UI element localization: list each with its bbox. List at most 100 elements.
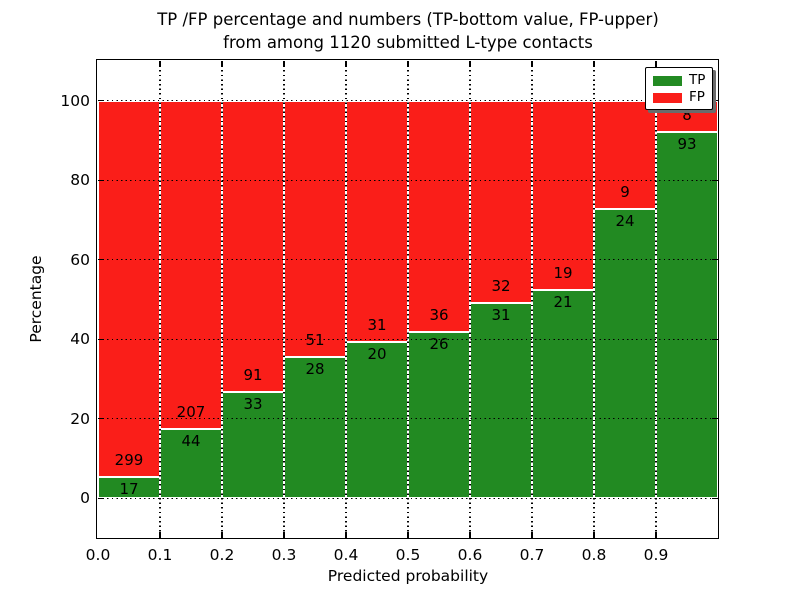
tick-mark-y-left — [98, 100, 104, 102]
x-tick-label: 0.1 — [147, 546, 173, 564]
tick-mark-x-bottom — [593, 532, 595, 538]
bar-count-label-fp: 36 — [429, 305, 449, 324]
legend-swatch-tp — [653, 75, 682, 86]
gridline-vertical — [407, 61, 409, 538]
bar-count-label-tp: 44 — [181, 431, 201, 450]
tick-mark-y-right — [712, 497, 718, 499]
tick-mark-x-top — [345, 61, 347, 67]
x-tick-label: 0.8 — [581, 546, 607, 564]
x-tick-label: 0.5 — [395, 546, 421, 564]
x-tick-label: 0.2 — [209, 546, 235, 564]
bar-segment-tp — [160, 428, 222, 499]
bar-segment-fp — [470, 100, 532, 303]
tick-mark-y-right — [712, 100, 718, 102]
bar-segment-fp — [346, 100, 408, 343]
x-tick-label: 0.4 — [333, 546, 359, 564]
gridline-horizontal — [98, 259, 718, 261]
chart-title: TP /FP percentage and numbers (TP-bottom… — [98, 8, 718, 54]
chart-title-line2: from among 1120 submitted L-type contact… — [223, 33, 593, 52]
tick-mark-y-right — [712, 179, 718, 181]
bar-segment-fp — [594, 100, 656, 210]
gridline-horizontal — [98, 179, 718, 181]
tick-mark-x-top — [283, 61, 285, 67]
bar-count-label-tp: 28 — [305, 360, 325, 379]
gridline-vertical — [593, 61, 595, 538]
plot-area: 299 17 207 44 91 33 51 28 31 20 36 26 32 31 19 21 9 24 8 93 — [98, 61, 718, 538]
bar-segment-fp — [532, 100, 594, 290]
chart-title-line1: TP /FP percentage and numbers (TP-bottom… — [157, 10, 659, 29]
gridline-vertical — [531, 61, 533, 538]
gridline-vertical — [469, 61, 471, 538]
bar-count-label-tp: 17 — [119, 479, 139, 498]
bar-segment-fp — [284, 100, 346, 358]
bar-count-label-fp: 299 — [114, 450, 144, 469]
gridline-vertical — [283, 61, 285, 538]
bar-segment-fp — [98, 100, 160, 477]
bar-count-label-fp: 31 — [367, 316, 387, 335]
x-tick-label: 0.3 — [271, 546, 297, 564]
bar-segment-fp — [160, 100, 222, 429]
y-tick-label: 0 — [80, 489, 90, 508]
x-axis-label: Predicted probability — [327, 567, 489, 585]
tick-mark-y-left — [98, 259, 104, 261]
gridline-horizontal — [98, 497, 718, 499]
bar-count-label-fp: 8 — [682, 106, 692, 125]
y-tick-label: 40 — [70, 330, 90, 349]
bar-count-label-fp: 32 — [491, 276, 511, 295]
tick-mark-x-top — [407, 61, 409, 67]
bar-count-label-tp: 31 — [491, 305, 511, 324]
bar-count-label-tp: 33 — [243, 395, 263, 414]
gridline-vertical — [655, 61, 657, 538]
legend: TP FP — [645, 67, 713, 110]
tick-mark-y-right — [712, 418, 718, 420]
tick-mark-x-top — [593, 61, 595, 67]
tick-mark-y-left — [98, 497, 104, 499]
tick-mark-x-bottom — [655, 532, 657, 538]
gridline-horizontal — [98, 100, 718, 102]
bar-count-label-fp: 9 — [620, 183, 630, 202]
bar-count-label-tp: 93 — [677, 135, 697, 154]
bar-segment-tp — [346, 342, 408, 499]
bar-segment-fp — [408, 100, 470, 332]
legend-item-tp: TP — [646, 72, 712, 89]
bar-count-label-fp: 91 — [243, 366, 263, 385]
bar-count-label-tp: 20 — [367, 345, 387, 364]
bar-count-label-tp: 24 — [615, 212, 635, 231]
tick-mark-x-top — [159, 61, 161, 67]
tick-mark-x-bottom — [221, 532, 223, 538]
legend-label-fp: FP — [689, 89, 705, 105]
tick-mark-x-bottom — [531, 532, 533, 538]
bar-segment-tp — [656, 132, 718, 499]
gridline-vertical — [345, 61, 347, 538]
gridline-horizontal — [98, 338, 718, 340]
gridline-horizontal — [98, 418, 718, 420]
y-tick-label: 100 — [60, 91, 90, 110]
bar-segment-tp — [408, 331, 470, 499]
bar-count-label-tp: 26 — [429, 334, 449, 353]
gridline-vertical — [221, 61, 223, 538]
tick-mark-x-bottom — [159, 532, 161, 538]
x-tick-label: 0.9 — [643, 546, 669, 564]
legend-label-tp: TP — [689, 72, 706, 88]
bar-segment-tp — [594, 209, 656, 499]
x-tick-label: 0.0 — [85, 546, 111, 564]
tick-mark-y-left — [98, 418, 104, 420]
bar-count-label-tp: 21 — [553, 292, 573, 311]
bar-segment-fp — [222, 100, 284, 393]
bar-segment-tp — [532, 289, 594, 499]
tick-mark-x-bottom — [407, 532, 409, 538]
y-tick-label: 60 — [70, 250, 90, 269]
x-tick-label: 0.7 — [519, 546, 545, 564]
x-tick-label: 0.6 — [457, 546, 483, 564]
legend-swatch-fp — [653, 92, 682, 103]
tick-mark-x-top — [655, 61, 657, 67]
tick-mark-y-right — [712, 338, 718, 340]
gridline-vertical — [159, 61, 161, 538]
bar-segment-tp — [284, 357, 346, 499]
bar-count-label-fp: 207 — [176, 402, 206, 421]
tick-mark-x-top — [531, 61, 533, 67]
tick-mark-y-left — [98, 338, 104, 340]
bar-segment-tp — [470, 302, 532, 499]
tick-mark-x-top — [469, 61, 471, 67]
